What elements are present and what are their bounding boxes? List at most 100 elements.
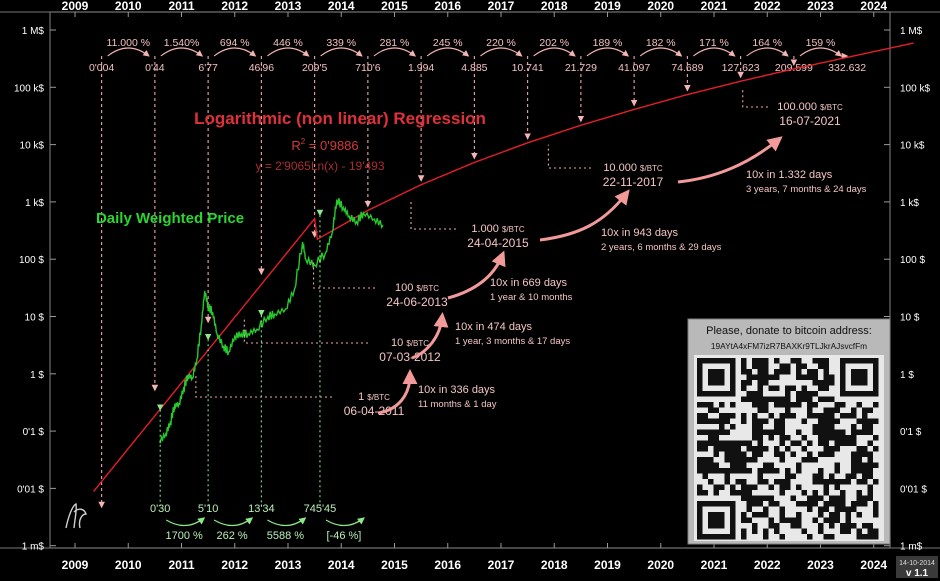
qr-module (785, 396, 791, 402)
qr-module (840, 413, 846, 419)
qr-module (818, 506, 824, 512)
qr-module (829, 396, 835, 402)
qr-module (845, 435, 851, 441)
qr-code[interactable] (697, 358, 879, 540)
qr-module (807, 534, 813, 540)
qr-module (873, 512, 879, 518)
qr-module (785, 479, 791, 485)
qr-module (763, 363, 769, 369)
qr-module (834, 501, 840, 507)
price-line (158, 198, 384, 444)
qr-module (779, 512, 785, 518)
qr-module (763, 468, 769, 474)
qr-module (752, 446, 758, 452)
qr-module (741, 490, 747, 496)
qr-module (763, 396, 769, 402)
qr-module (851, 407, 857, 413)
qr-module (774, 418, 780, 424)
qr-module (741, 413, 747, 419)
qr-module (768, 385, 774, 391)
qr-module (785, 435, 791, 441)
qr-module (840, 402, 846, 408)
qr-module (790, 523, 796, 529)
qr-module (730, 413, 736, 419)
qr-module (752, 363, 758, 369)
qr-module (823, 363, 829, 369)
green-value-label: 745'45 (304, 503, 337, 515)
regression-dropline-layer: 0'004 0'44 6'77 46'96 209'5 710'6 1.994 4.885 10… (89, 37, 866, 509)
qr-module (708, 429, 714, 435)
qr-module (845, 440, 851, 446)
qr-module (730, 490, 736, 496)
qr-module (873, 534, 879, 540)
qr-module (845, 413, 851, 419)
bottom-year-label: 2016 (434, 558, 461, 572)
qr-module (702, 462, 708, 468)
bottom-year-label: 2009 (62, 558, 89, 572)
qr-module (812, 501, 818, 507)
qr-module (779, 490, 785, 496)
qr-module (867, 429, 873, 435)
qr-module (779, 506, 785, 512)
qr-module (829, 446, 835, 452)
qr-module (697, 457, 703, 463)
qr-module (774, 358, 780, 364)
qr-module (796, 369, 802, 375)
growth-arrow (480, 47, 523, 57)
milestone-price-value: 100.000 (777, 101, 820, 113)
bottom-year-label: 2013 (275, 558, 302, 572)
qr-module (845, 517, 851, 523)
qr-module (867, 495, 873, 501)
qr-module (796, 501, 802, 507)
qr-module (746, 517, 752, 523)
qr-module (856, 512, 862, 518)
tenx-arrow (411, 312, 449, 360)
qr-module (790, 402, 796, 408)
qr-module (851, 462, 857, 468)
qr-module (752, 418, 758, 424)
qr-module (829, 501, 835, 507)
qr-finder-inner (851, 369, 868, 386)
qr-module (823, 424, 829, 430)
qr-module (873, 501, 879, 507)
green-growth-arrow (267, 517, 307, 527)
tenx-note-line1: 10x in 336 days (418, 384, 496, 396)
qr-module (757, 435, 763, 441)
growth-arrow (693, 47, 736, 57)
bottom-year-label: 2022 (754, 558, 781, 572)
y-tick-label-right: 1 m$ (900, 542, 923, 553)
qr-module (724, 418, 730, 424)
green-growth-arrow (213, 517, 254, 527)
qr-module (829, 380, 835, 386)
qr-module (730, 462, 736, 468)
qr-module (763, 506, 769, 512)
qr-module (757, 495, 763, 501)
bottom-year-label: 2017 (488, 558, 515, 572)
qr-module (724, 413, 730, 419)
bottom-year-label: 2012 (221, 558, 248, 572)
y-tick-label-right: 0'1 $ (900, 427, 922, 438)
qr-module (752, 391, 758, 397)
milestone-price-unit: $/BTC (416, 284, 439, 293)
qr-module (851, 468, 857, 474)
qr-module (763, 446, 769, 452)
qr-module (752, 396, 758, 402)
qr-module (818, 528, 824, 534)
qr-module (741, 495, 747, 501)
qr-module (796, 462, 802, 468)
regression-value-label: 0'44 (145, 62, 165, 74)
growth-arrow (746, 47, 789, 57)
top-year-label: 2014 (328, 0, 355, 13)
qr-module (856, 479, 862, 485)
milestone-price: 1 $/BTC (358, 391, 390, 403)
qr-module (867, 462, 873, 468)
milestone-leader (410, 201, 456, 230)
qr-module (702, 457, 708, 463)
qr-module (746, 468, 752, 474)
qr-module (873, 435, 879, 441)
date-stamp: 14-10-2014 (899, 560, 935, 567)
qr-module (763, 402, 769, 408)
qr-module (790, 517, 796, 523)
qr-module (862, 473, 868, 479)
qr-module (741, 369, 747, 375)
